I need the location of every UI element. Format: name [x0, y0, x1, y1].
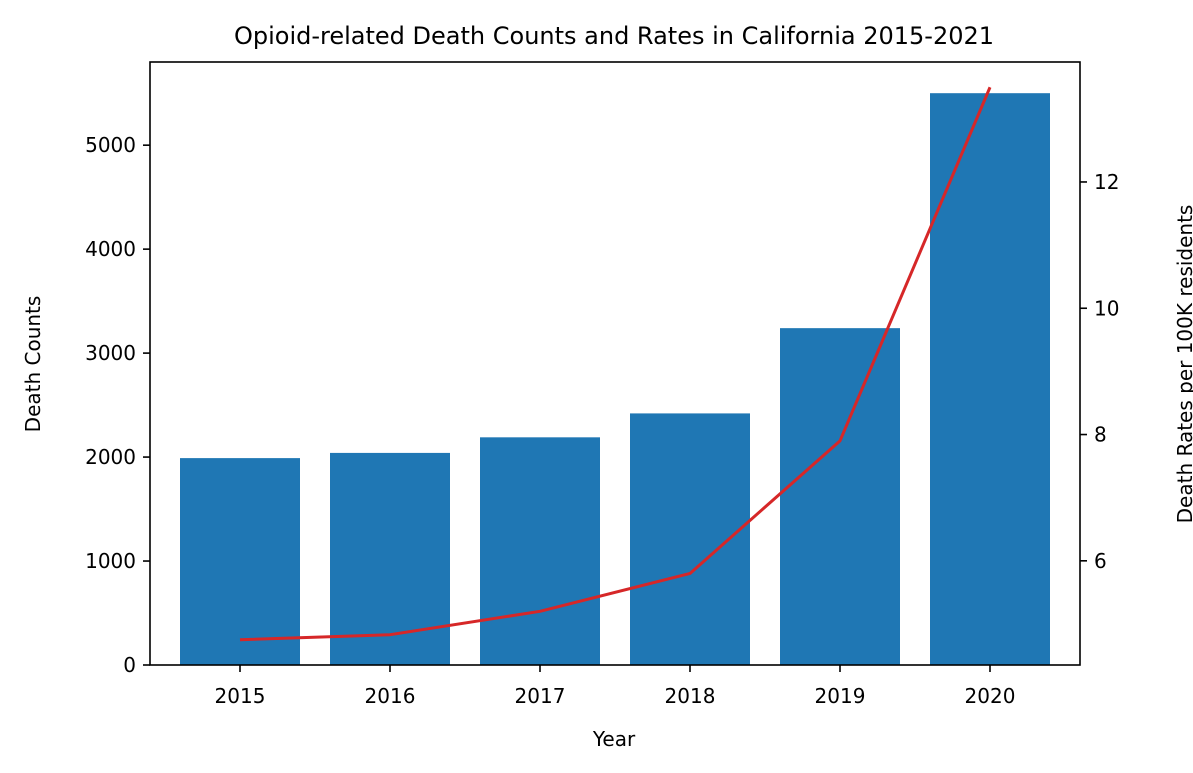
y-left-tick-label: 3000 — [85, 341, 136, 365]
y-right-tick-label: 6 — [1094, 549, 1107, 573]
bar-2015 — [180, 458, 300, 665]
x-tick-label: 2019 — [815, 684, 866, 708]
y-left-tick-label: 5000 — [85, 133, 136, 157]
x-tick-label: 2020 — [965, 684, 1016, 708]
y-right-tick-label: 8 — [1094, 423, 1107, 447]
bar-2017 — [480, 437, 600, 665]
y-axis-right-label: Death Rates per 100K residents — [1173, 205, 1193, 524]
y-left-tick-label: 4000 — [85, 237, 136, 261]
bars-group — [180, 93, 1050, 666]
bar-2019 — [780, 328, 900, 665]
y-right-tick-label: 12 — [1094, 170, 1119, 194]
rate-line — [239, 86, 992, 642]
x-tick-label: 2015 — [215, 684, 266, 708]
x-tick-label: 2018 — [665, 684, 716, 708]
bar-2020 — [930, 93, 1050, 666]
y-axis-left-label: Death Counts — [21, 296, 45, 433]
x-tick-label: 2016 — [365, 684, 416, 708]
y-axis-right: 6 8 10 12 — [1080, 170, 1119, 573]
chart-title: Opioid-related Death Counts and Rates in… — [234, 22, 994, 50]
y-left-tick-label: 2000 — [85, 445, 136, 469]
plot-frame — [149, 61, 1081, 666]
y-left-tick-label: 1000 — [85, 549, 136, 573]
y-right-tick-label: 10 — [1094, 296, 1119, 320]
line-group — [239, 86, 992, 642]
bar-2018 — [630, 413, 750, 665]
x-axis: 2015 2016 2017 2018 2019 2020 — [215, 665, 1016, 708]
y-axis-left: 0 1000 2000 3000 4000 5000 — [85, 133, 150, 677]
y-left-tick-label: 0 — [123, 653, 136, 677]
x-axis-label: Year — [592, 727, 636, 751]
x-tick-label: 2017 — [515, 684, 566, 708]
